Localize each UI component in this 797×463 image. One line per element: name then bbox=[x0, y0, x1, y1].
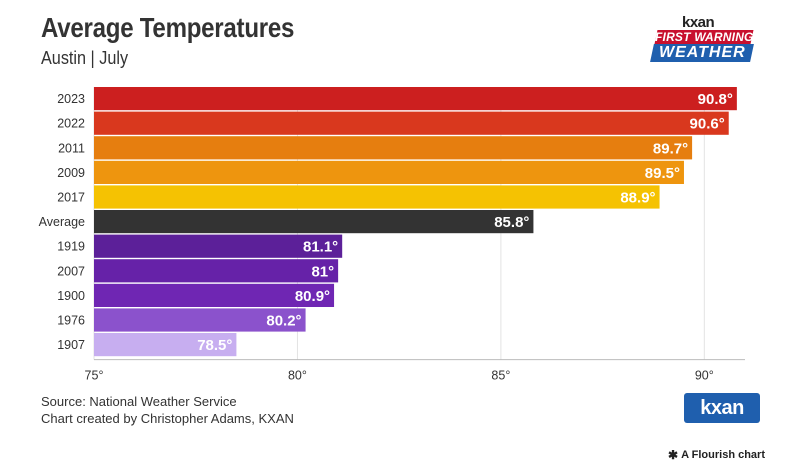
value-label: 89.5° bbox=[645, 165, 680, 182]
bar-2009[interactable] bbox=[94, 160, 684, 184]
category-label: 2009 bbox=[57, 166, 85, 180]
bar-1907[interactable] bbox=[94, 333, 237, 357]
credit-text: Chart created by Christopher Adams, KXAN bbox=[41, 411, 294, 426]
value-label: 90.8° bbox=[698, 91, 733, 108]
kxan-logo-text: kxan bbox=[700, 396, 744, 419]
bar-1900[interactable] bbox=[94, 283, 335, 307]
chart-title: Average Temperatures bbox=[41, 12, 295, 43]
chart-subtitle: Austin | July bbox=[41, 48, 129, 68]
category-label: 2011 bbox=[58, 141, 85, 155]
bar-2007[interactable] bbox=[94, 259, 339, 283]
bar-1976[interactable] bbox=[94, 308, 306, 332]
category-label: 1976 bbox=[57, 314, 85, 328]
value-label: 80.9° bbox=[295, 288, 330, 305]
bar-average[interactable] bbox=[94, 210, 534, 234]
source-text: Source: National Weather Service bbox=[41, 394, 237, 409]
chart-source: Source: National Weather Service Chart c… bbox=[41, 393, 294, 427]
value-label: 81.1° bbox=[303, 239, 338, 256]
category-label: 2017 bbox=[57, 191, 85, 205]
value-label: 78.5° bbox=[197, 337, 232, 354]
x-tick-label: 85° bbox=[491, 369, 510, 383]
first-warning-weather-logo: kxan FIRST WARNING WEATHER bbox=[650, 14, 756, 64]
category-label: 2022 bbox=[57, 117, 85, 131]
category-label: 2023 bbox=[57, 92, 85, 106]
flourish-star-icon: ✱ bbox=[668, 448, 679, 462]
value-label: 90.6° bbox=[690, 116, 725, 133]
value-label: 85.8° bbox=[494, 214, 529, 231]
kxan-logo: kxan bbox=[684, 393, 760, 423]
value-label: 89.7° bbox=[653, 140, 688, 157]
category-label: 2007 bbox=[57, 264, 85, 278]
x-tick-label: 75° bbox=[85, 369, 104, 383]
bar-2022[interactable] bbox=[94, 111, 729, 135]
flourish-link[interactable]: ✱ A Flourish chart bbox=[668, 448, 765, 462]
bar-2017[interactable] bbox=[94, 185, 660, 209]
x-tick-label: 80° bbox=[288, 369, 307, 383]
category-label: 1919 bbox=[57, 240, 85, 254]
value-label: 81° bbox=[311, 263, 334, 280]
bar-2011[interactable] bbox=[94, 136, 693, 160]
value-label: 80.2° bbox=[266, 313, 301, 330]
value-label: 88.9° bbox=[620, 190, 655, 207]
kxan-brand-text: kxan bbox=[682, 14, 715, 31]
bar-1919[interactable] bbox=[94, 234, 343, 258]
flourish-text: A Flourish chart bbox=[681, 449, 765, 461]
category-label: 1907 bbox=[57, 338, 85, 352]
x-tick-label: 90° bbox=[695, 369, 714, 383]
bar-2023[interactable] bbox=[94, 87, 737, 111]
category-label: 1900 bbox=[57, 289, 85, 303]
category-label: Average bbox=[39, 215, 85, 229]
